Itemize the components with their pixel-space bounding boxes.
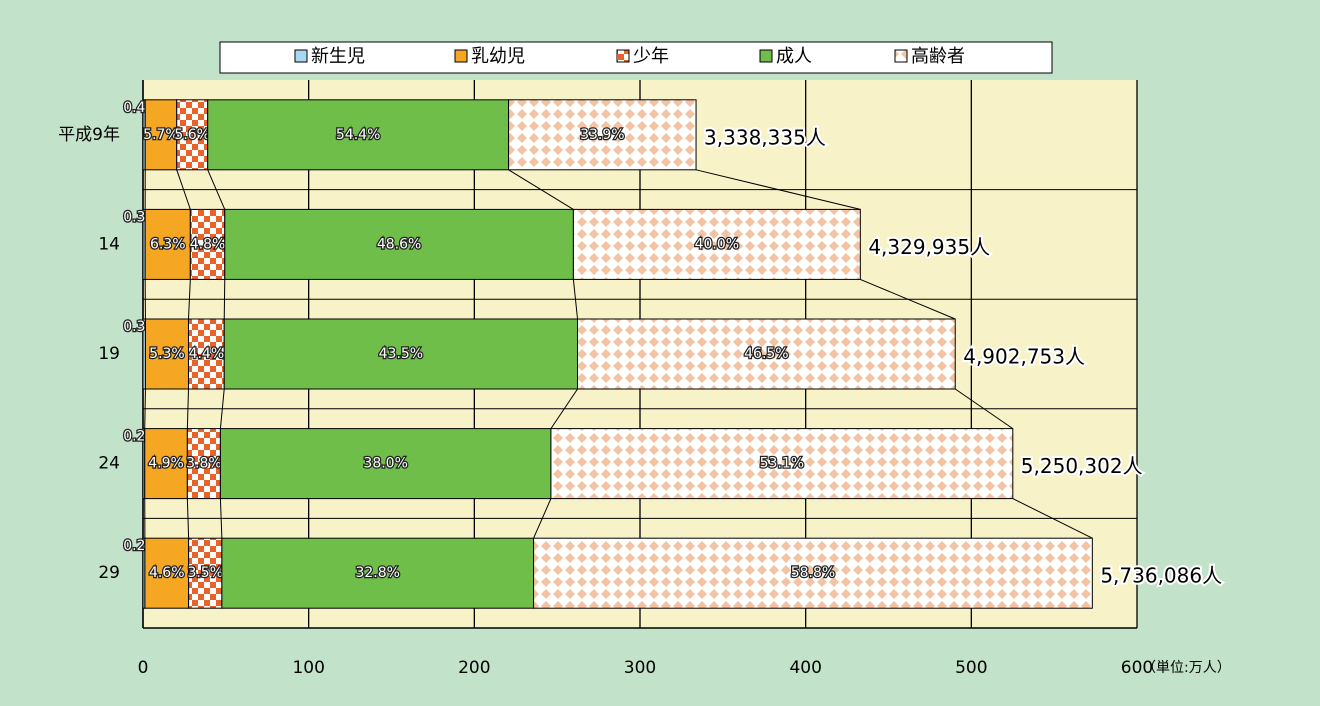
- bar-segment: [144, 537, 190, 609]
- data-label: 53.1%: [760, 456, 804, 472]
- bar-segment: [176, 99, 209, 171]
- x-tick-label: 600: [1121, 658, 1153, 678]
- total-label: 4,329,935人: [868, 235, 990, 259]
- bar-segment: [224, 208, 574, 280]
- data-label: 5.6%: [174, 127, 210, 143]
- connector-line: [695, 169, 861, 210]
- bar-segment: [144, 99, 178, 171]
- total-label: 4,902,753人: [963, 345, 1085, 369]
- y-tick-label: 14: [98, 234, 120, 254]
- y-tick-label: 29: [98, 563, 120, 583]
- connector-line: [860, 278, 956, 320]
- connector-line: [219, 498, 223, 539]
- data-label: 38.0%: [363, 456, 407, 472]
- x-tick-label: 300: [624, 658, 656, 678]
- x-tick-label: 500: [955, 658, 987, 678]
- legend-label: 高齢者: [911, 46, 965, 67]
- bar-segment: [221, 537, 535, 609]
- data-label: 32.8%: [355, 565, 399, 581]
- connector-line: [533, 498, 552, 539]
- bar-segment: [572, 208, 861, 280]
- connector-line: [186, 388, 189, 429]
- data-label: 54.4%: [336, 127, 380, 143]
- bar-segment: [144, 208, 191, 280]
- connector-line: [219, 388, 225, 429]
- data-label: 6.3%: [150, 236, 186, 252]
- connector-line: [176, 169, 191, 210]
- bar-segment: [144, 318, 189, 390]
- bar-segment: [550, 428, 1014, 500]
- y-tick-label: 24: [98, 454, 120, 474]
- legend-swatch: [454, 49, 468, 63]
- legend-label: 乳幼児: [471, 46, 525, 67]
- total-label: 5,250,302人: [1021, 454, 1143, 478]
- connector-line: [572, 279, 579, 320]
- legend: [219, 41, 1053, 74]
- legend-label: 成人: [776, 46, 812, 67]
- bar-segment: [508, 99, 697, 171]
- total-label: 5,736,086人: [1100, 564, 1222, 588]
- x-tick-label: 200: [458, 658, 490, 678]
- connector-line: [223, 279, 226, 320]
- y-tick-label: 19: [98, 344, 120, 364]
- bar-segment: [144, 428, 188, 500]
- data-label: 4.4%: [189, 346, 225, 362]
- legend-label: 新生児: [311, 46, 365, 67]
- bar-segment: [223, 318, 579, 390]
- data-label: 46.5%: [744, 346, 788, 362]
- legend-swatch: [294, 49, 308, 63]
- connector-line: [508, 169, 574, 210]
- connector-line: [954, 388, 1014, 430]
- bar-segment: [189, 208, 226, 280]
- x-unit: （単位:万人）: [1142, 660, 1231, 676]
- bar-segment: [219, 428, 552, 500]
- data-label: 40.0%: [695, 236, 739, 252]
- data-label: 58.8%: [791, 565, 835, 581]
- data-label: 43.5%: [379, 346, 423, 362]
- connector-line: [187, 279, 191, 320]
- connector-line: [550, 388, 578, 429]
- total-label: 3,338,335人: [704, 125, 826, 149]
- data-label: 3.5%: [187, 565, 223, 581]
- connector-line: [144, 388, 146, 429]
- bar-segment: [187, 318, 225, 390]
- connector-line: [1012, 498, 1093, 539]
- connector-line: [207, 169, 226, 210]
- data-label: 4.9%: [148, 456, 184, 472]
- data-label: 3.8%: [186, 456, 222, 472]
- bar-segment: [207, 99, 510, 171]
- bar-segment: [577, 318, 956, 390]
- legend-swatch: [894, 49, 908, 63]
- data-label: 5.7%: [143, 127, 179, 143]
- y-tick-label: 平成9年: [58, 125, 120, 145]
- data-label: 4.8%: [190, 236, 226, 252]
- connector-line: [186, 498, 190, 539]
- bar-segment: [533, 537, 1093, 609]
- data-label: 33.9%: [580, 127, 624, 143]
- legend-swatch: [759, 49, 773, 63]
- legend-label: 少年: [633, 46, 669, 67]
- x-tick-label: 0: [138, 658, 149, 678]
- data-label: 5.3%: [149, 346, 185, 362]
- legend-swatch: [616, 49, 630, 63]
- data-label: 4.6%: [149, 565, 185, 581]
- x-tick-label: 100: [292, 658, 324, 678]
- x-tick-label: 400: [789, 658, 821, 678]
- data-label: 48.6%: [377, 236, 421, 252]
- bar-segment: [188, 537, 223, 609]
